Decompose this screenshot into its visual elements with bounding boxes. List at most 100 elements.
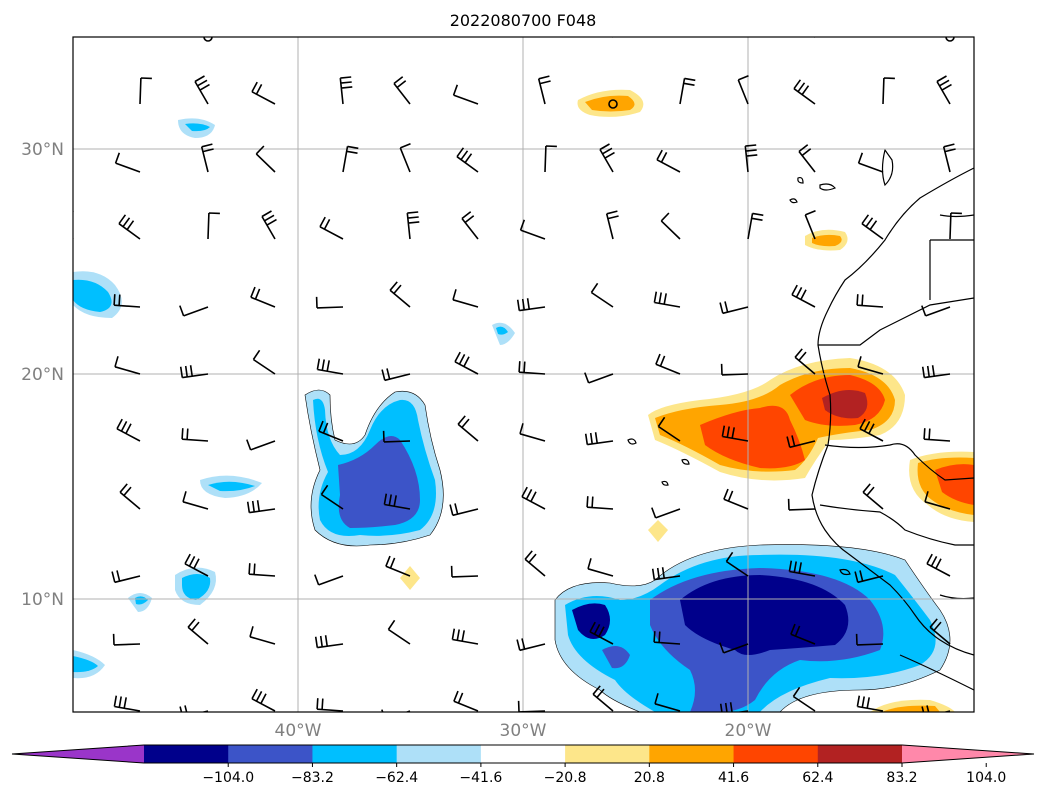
colorbar-outline: [11, 744, 1035, 764]
wind-barb: [399, 143, 411, 173]
wind-barb: [114, 356, 141, 375]
wind-barb: [139, 37, 140, 38]
wind-barb: [457, 415, 479, 442]
wind-barb: [315, 296, 344, 309]
wind-barb: [73, 441, 74, 442]
wind-barb: [118, 214, 141, 240]
wind-barb: [139, 77, 152, 105]
wind-barb: [320, 484, 344, 510]
wind-barb: [605, 210, 619, 240]
wind-barb: [389, 281, 411, 308]
wind-barb: [113, 695, 141, 712]
wind-barb: [387, 619, 411, 645]
wind-barb: [519, 219, 546, 240]
wind-barb: [590, 282, 614, 308]
wind-barb: [921, 365, 951, 379]
wind-barb: [73, 575, 74, 576]
wind-barb: [855, 633, 884, 646]
wind-barb: [656, 149, 681, 173]
wind-barb: [857, 152, 884, 173]
wind-barb: [725, 551, 749, 577]
wind-barb: [788, 560, 816, 577]
colorbar-segment: [565, 745, 650, 763]
wind-barb: [381, 368, 411, 382]
wind-barb: [116, 418, 141, 442]
wind-barb: [861, 214, 884, 240]
wind-barb: [406, 211, 420, 240]
wind-barb: [786, 435, 816, 449]
wind-barb: [194, 75, 210, 105]
gridlines: [73, 37, 974, 712]
colorbar-segment: [396, 745, 482, 763]
wind-barb: [521, 486, 546, 510]
wind-barb: [251, 81, 276, 105]
colorbar-extend-low: [12, 745, 144, 763]
wind-barbs: [73, 37, 962, 712]
coastlines: [627, 148, 974, 691]
wind-barb: [660, 212, 681, 240]
wind-barb: [719, 702, 749, 712]
colorbar-label: −20.8: [544, 770, 587, 786]
wind-barb: [452, 289, 479, 308]
wind-barb: [319, 216, 344, 240]
map-frame: [72, 36, 975, 713]
wind-barb: [314, 574, 344, 586]
wind-barb: [112, 633, 141, 646]
calm-wind-circle: [608, 99, 618, 109]
wind-barb: [255, 145, 276, 173]
map-title: 2022080700 F048: [450, 11, 597, 30]
lat-labels: 30°N 20°N 10°N: [21, 140, 64, 610]
wind-barb: [452, 84, 479, 105]
wind-barb: [516, 298, 546, 312]
wind-barb: [719, 301, 749, 315]
wind-barb: [339, 76, 353, 105]
wind-barb: [537, 75, 551, 105]
map-plot-area: [73, 37, 974, 712]
calm-wind-circle: [945, 37, 955, 42]
wind-barb: [111, 570, 141, 584]
colorbar-segment: [228, 745, 313, 763]
wind-barb: [456, 147, 479, 173]
calm-wind-circle: [203, 37, 213, 42]
wind-barb: [654, 693, 681, 712]
wind-barb: [73, 509, 74, 510]
wind-barb: [408, 37, 410, 38]
wind-barb: [791, 284, 816, 308]
wind-barb: [856, 294, 884, 308]
wind-barb: [179, 365, 209, 379]
wind-barb: [921, 305, 951, 317]
wind-barb: [519, 423, 546, 442]
wind-barb: [804, 210, 816, 240]
wind-barb: [854, 570, 884, 584]
wind-barb: [926, 553, 951, 577]
wind-barb: [859, 418, 884, 442]
colorbar-segment: [312, 745, 398, 763]
wind-barb: [651, 507, 681, 519]
wind-barb: [181, 428, 209, 442]
wind-barb: [381, 709, 411, 712]
wind-barb: [454, 351, 479, 375]
wind-barb: [393, 76, 411, 105]
wind-barb: [249, 626, 276, 645]
wind-barb: [261, 210, 277, 240]
wind-barb: [599, 143, 615, 173]
wind-barb: [655, 353, 681, 375]
wind-barb: [862, 483, 884, 510]
wind-barb: [936, 75, 952, 105]
wind-barb: [73, 210, 74, 239]
wind-barb: [720, 363, 749, 376]
wind-barb: [250, 286, 276, 308]
colorbar-segment: [649, 745, 735, 763]
wind-barb: [200, 143, 214, 173]
lat-label: 30°N: [21, 140, 64, 160]
wind-barb: [453, 690, 479, 712]
wind-barb: [584, 432, 614, 446]
wind-barb: [882, 37, 883, 38]
wind-barb: [318, 420, 344, 442]
lon-label: 40°W: [275, 721, 322, 741]
colorbar-segment: [733, 745, 819, 763]
wind-barb: [746, 37, 748, 38]
wind-barb: [342, 37, 343, 38]
wind-barb: [451, 628, 479, 645]
